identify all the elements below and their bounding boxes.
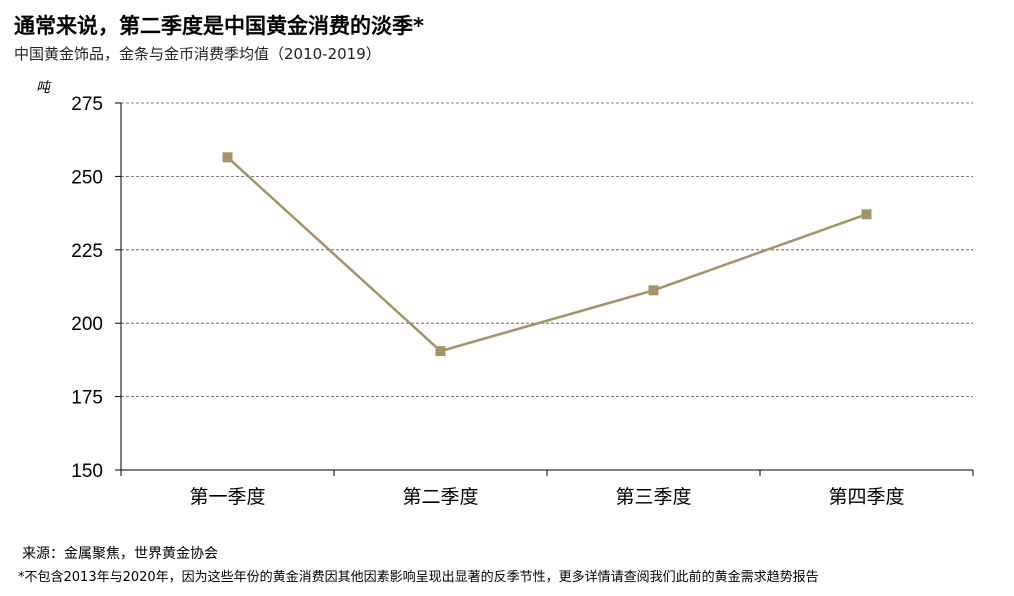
- series-line: [226, 156, 867, 353]
- y-tick-label: 275: [71, 94, 103, 115]
- data-point: [222, 152, 233, 163]
- x-tick-label: 第三季度: [615, 486, 691, 508]
- y-tick-label: 150: [71, 461, 103, 482]
- y-tick-label: 250: [71, 167, 103, 188]
- data-point: [435, 346, 446, 357]
- source-note: 来源：金属聚焦，世界黄金协会: [22, 546, 218, 562]
- y-tick-label: 175: [71, 388, 103, 409]
- x-tick-label: 第二季度: [402, 486, 478, 508]
- footnote: *不包含2013年与2020年，因为这些年份的黄金消费因其他因素影响呈现出显著的…: [18, 570, 819, 585]
- chart-subtitle: 中国黄金饰品，金条与金币消费季均值（2010-2019）: [14, 45, 381, 63]
- chart-title: 通常来说，第二季度是中国黄金消费的淡季*: [14, 14, 424, 38]
- x-tick-label: 第一季度: [189, 486, 265, 508]
- data-point: [861, 209, 872, 220]
- data-point: [648, 285, 659, 296]
- y-tick-label: 225: [71, 241, 103, 262]
- x-tick-label: 第四季度: [828, 486, 904, 508]
- y-axis-label: 吨: [36, 80, 52, 96]
- y-tick-label: 200: [71, 314, 103, 335]
